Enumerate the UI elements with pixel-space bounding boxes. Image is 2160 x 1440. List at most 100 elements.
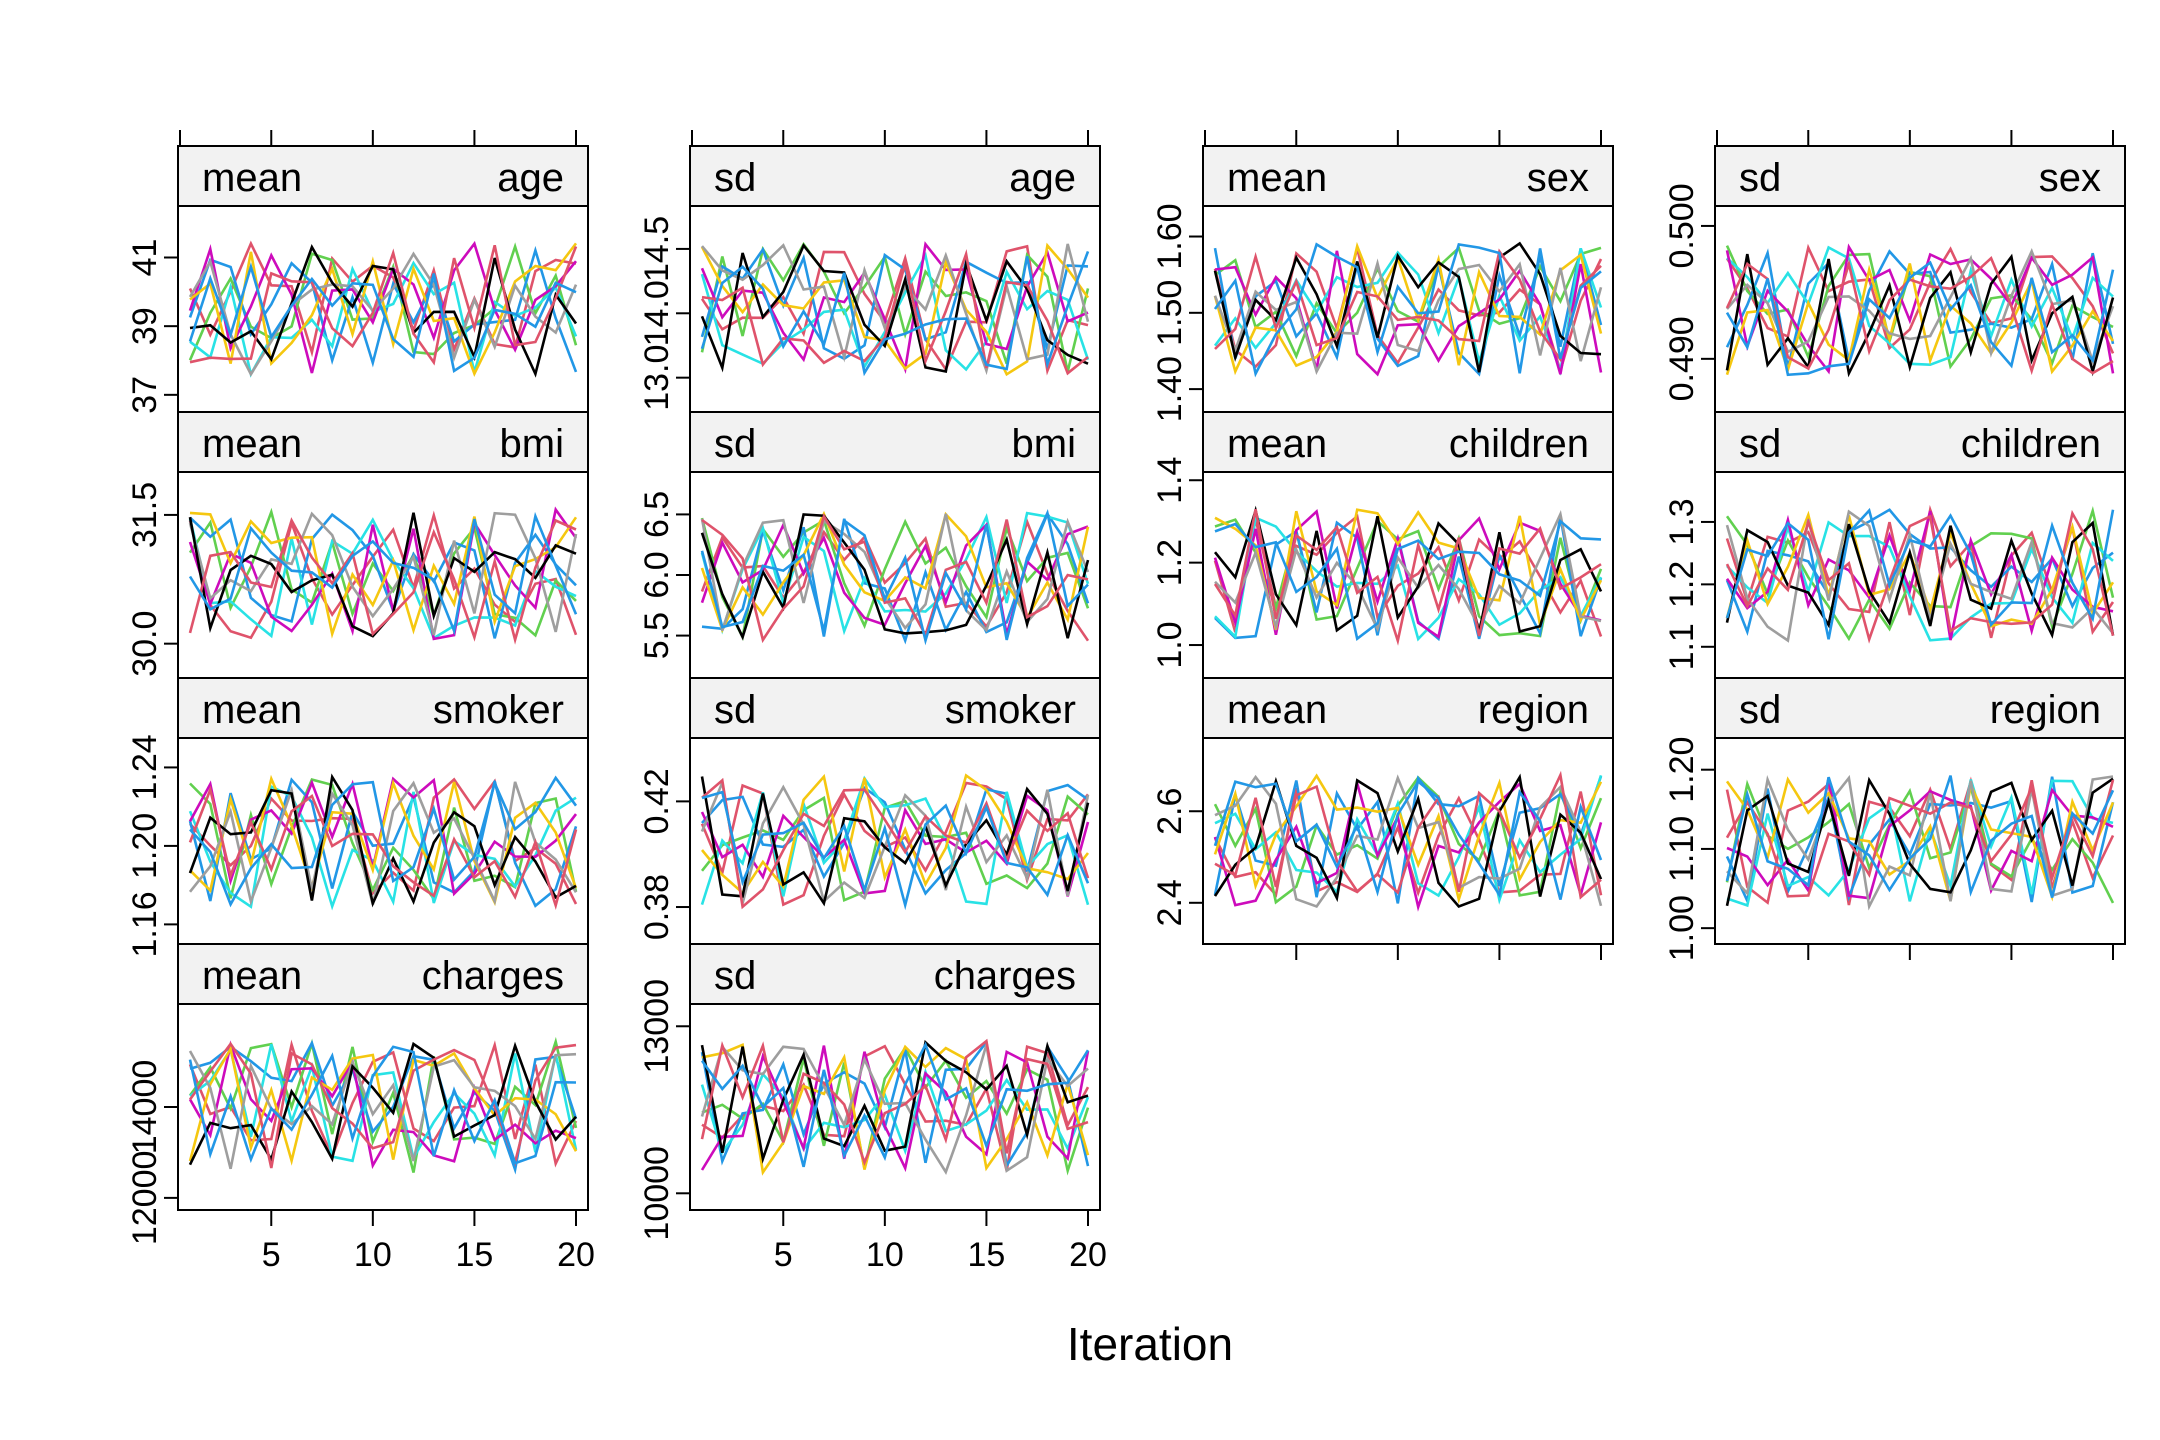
strip-stat-label: mean bbox=[202, 422, 302, 466]
trace-series-9 bbox=[188, 785, 578, 911]
x-tick-label: 15 bbox=[456, 1236, 494, 1274]
trace-series-9 bbox=[188, 517, 577, 645]
strip-variable-label: sex bbox=[1527, 156, 1589, 200]
strip-background bbox=[1714, 145, 2126, 207]
strip-stat-label: sd bbox=[714, 688, 756, 732]
y-tick-label: 1.1 bbox=[1663, 623, 1701, 670]
trace-series-7 bbox=[188, 251, 578, 377]
strip-background bbox=[1202, 145, 1614, 207]
y-tick-label: 41 bbox=[126, 239, 164, 277]
y-tick-label: 1.3 bbox=[1663, 498, 1701, 545]
strip-background bbox=[1202, 677, 1614, 739]
trace-series-10 bbox=[1214, 519, 1602, 641]
strip-stat-label: mean bbox=[1227, 422, 1327, 466]
y-tick-label: 10000 bbox=[638, 1146, 676, 1241]
trace-series-9 bbox=[1214, 248, 1602, 363]
trace-series-5 bbox=[1725, 510, 2114, 641]
trace-series-7 bbox=[700, 1044, 1089, 1175]
y-tick-label: 1.20 bbox=[1663, 737, 1701, 803]
trace-series-6 bbox=[700, 242, 1090, 377]
strip-variable-label: charges bbox=[934, 954, 1076, 998]
trace-series-5 bbox=[1725, 243, 2115, 375]
plot-frame bbox=[1714, 737, 2126, 945]
trace-series-6 bbox=[1213, 241, 1603, 376]
trace-series-9 bbox=[189, 244, 578, 366]
trace-series-9 bbox=[1214, 770, 1602, 900]
y-tick-label: 1.24 bbox=[126, 734, 164, 800]
plot-frame bbox=[177, 471, 589, 679]
trace-series-10 bbox=[700, 1041, 1090, 1168]
y-tick-label: 6.0 bbox=[638, 551, 676, 598]
plot-frame bbox=[1202, 737, 1614, 945]
strip-stat-label: sd bbox=[1739, 422, 1781, 466]
y-tick-label: 39 bbox=[126, 307, 164, 345]
y-tick-label: 6.5 bbox=[638, 491, 676, 538]
trace-series-10 bbox=[700, 250, 1090, 377]
strip-stat-label: mean bbox=[1227, 156, 1327, 200]
trace-series-7 bbox=[188, 780, 578, 906]
trace-series-8 bbox=[1725, 253, 2115, 378]
trace-series-1 bbox=[188, 510, 578, 640]
x-tick-label: 10 bbox=[354, 1236, 392, 1274]
trace-series-9 bbox=[1725, 255, 2114, 376]
strip-background bbox=[177, 943, 589, 1005]
trace-series-7 bbox=[188, 511, 578, 636]
y-tick-label: 1.40 bbox=[1151, 356, 1189, 422]
strip-stat-label: sd bbox=[1739, 156, 1781, 200]
trace-series-7 bbox=[700, 777, 1090, 904]
trace-series-9 bbox=[1725, 509, 2115, 644]
strip-variable-label: smoker bbox=[945, 688, 1076, 732]
panel-sd-bmi: sd bmi 5.5 6.0 6.5 bbox=[638, 411, 1101, 679]
y-tick-label: 1.10 bbox=[1663, 816, 1701, 882]
trace-series-8 bbox=[1725, 776, 2114, 907]
trace-series-7 bbox=[1725, 509, 2115, 643]
panel-mean-region: mean region 2.4 2.6 bbox=[1151, 677, 1614, 960]
strip-variable-label: bmi bbox=[1012, 422, 1076, 466]
y-tick-label: 5.5 bbox=[638, 612, 676, 659]
trace-series-10 bbox=[701, 790, 1090, 911]
strip-background bbox=[689, 145, 1101, 207]
strip-background bbox=[689, 411, 1101, 473]
x-tick-label: 20 bbox=[1069, 1236, 1107, 1274]
trace-series-9 bbox=[701, 249, 1089, 376]
x-tick-label: 5 bbox=[774, 1236, 793, 1274]
trace-series-8 bbox=[1725, 520, 2115, 639]
trace-series-10 bbox=[1213, 779, 1603, 900]
trace-series-8 bbox=[188, 773, 577, 908]
strip-variable-label: smoker bbox=[433, 688, 564, 732]
panel-sd-smoker: sd smoker 0.38 0.42 bbox=[638, 677, 1101, 945]
trace-series-8 bbox=[700, 776, 1090, 907]
panel-mean-bmi: mean bmi 30.0 31.5 bbox=[126, 411, 589, 679]
plot-frame bbox=[689, 1003, 1101, 1211]
trace-series-9 bbox=[1725, 779, 2115, 898]
trace-series-8 bbox=[700, 513, 1090, 641]
panel-sd-region: sd region 1.00 1.10 1.20 bbox=[1663, 677, 2126, 961]
trace-series-2 bbox=[700, 794, 1089, 903]
strip-stat-label: mean bbox=[1227, 688, 1327, 732]
y-tick-label: 1.4 bbox=[1151, 457, 1189, 504]
strip-stat-label: mean bbox=[202, 688, 302, 732]
trace-series-2 bbox=[1214, 518, 1603, 638]
trace-series-10 bbox=[189, 775, 578, 908]
panel-mean-children: mean children 1.0 1.2 1.4 bbox=[1151, 411, 1614, 679]
strip-stat-label: mean bbox=[202, 156, 302, 200]
strip-background bbox=[1714, 677, 2126, 739]
strip-background bbox=[689, 943, 1101, 1005]
x-axis-title: Iteration bbox=[1067, 1318, 1233, 1370]
strip-background bbox=[1202, 411, 1614, 473]
y-tick-label: 0.42 bbox=[638, 768, 676, 834]
trace-series-4 bbox=[189, 1043, 578, 1163]
strip-variable-label: children bbox=[1961, 422, 2101, 466]
trace-series-7 bbox=[701, 243, 1090, 376]
trace-series-5 bbox=[188, 240, 578, 374]
trace-series-6 bbox=[189, 511, 578, 639]
strip-variable-label: bmi bbox=[500, 422, 564, 466]
trace-series-6 bbox=[188, 1045, 578, 1166]
trace-series-7 bbox=[1726, 248, 2115, 366]
trace-series-8 bbox=[1213, 505, 1603, 634]
y-tick-label: 1.2 bbox=[1151, 539, 1189, 586]
y-tick-label: 2.6 bbox=[1151, 788, 1189, 835]
strip-variable-label: region bbox=[1478, 688, 1589, 732]
trace-series-1 bbox=[188, 240, 577, 358]
